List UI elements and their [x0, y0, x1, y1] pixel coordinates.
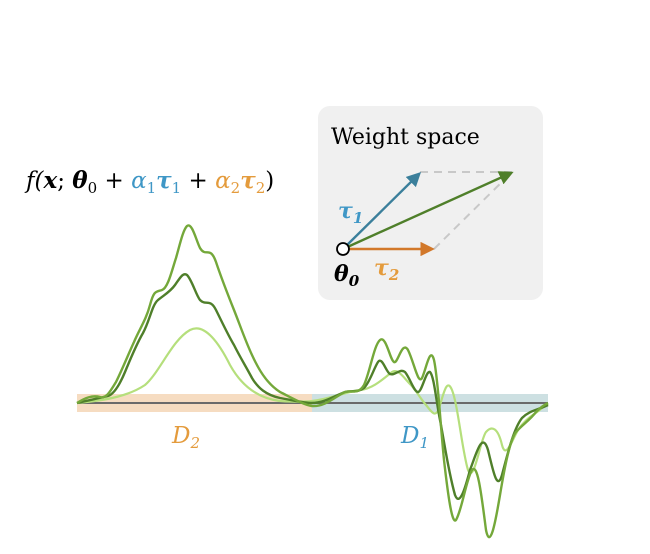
tau1-vector-arrow: [342, 171, 422, 250]
tau2-label-main: τ: [374, 255, 389, 281]
domain-d2-label: D2: [171, 423, 200, 452]
combined-vector-arrow: [342, 171, 514, 251]
domain-d1-label-main: D: [400, 423, 419, 449]
tau1-label-main: τ: [338, 198, 353, 224]
formula-plus1: +: [97, 168, 131, 194]
formula-theta: θ: [72, 167, 88, 194]
formula-tau2: τ: [240, 167, 256, 194]
formula-sep: ;: [57, 168, 72, 194]
tau1-label: τ1: [338, 198, 363, 227]
formula-alpha2-sub: 2: [231, 179, 241, 197]
curve-light-green: [76, 327, 549, 475]
curve-dark-green: [76, 273, 549, 500]
formula-tau1-sub: 1: [172, 179, 182, 197]
weight-space-panel: Weight space τ1 θ0 τ2: [318, 106, 543, 300]
formula-alpha1: α: [131, 168, 147, 194]
theta0-label-sub: 0: [349, 272, 360, 290]
formula-plus2: +: [181, 168, 215, 194]
model-formula: f(x; θ0 + α1τ1 + α2τ2): [24, 167, 274, 197]
tau2-label: τ2: [374, 255, 399, 284]
domain-d1-label: D1: [400, 423, 429, 452]
formula-tau1: τ: [156, 167, 172, 194]
origin-point: [336, 242, 350, 256]
theta0-label: θ0: [334, 261, 360, 290]
tau2-label-sub: 2: [388, 266, 399, 284]
dashed-right-edge: [433, 171, 513, 250]
formula-x: x: [43, 167, 58, 194]
formula-alpha1-sub: 1: [147, 179, 157, 197]
domain-d2-label-sub: 2: [189, 434, 200, 452]
formula-prefix: f(: [24, 168, 45, 194]
theta0-label-main: θ: [334, 261, 349, 287]
domain-d2-label-main: D: [171, 423, 190, 449]
formula-theta-sub: 0: [88, 179, 98, 197]
formula-tau2-sub: 2: [256, 179, 266, 197]
curve-mid-green: [76, 224, 549, 539]
formula-suffix: ): [265, 168, 274, 194]
domain-d1-label-sub: 1: [419, 434, 429, 452]
formula-alpha2: α: [215, 168, 231, 194]
weight-space-title: Weight space: [331, 125, 480, 150]
tau1-label-sub: 1: [353, 209, 363, 227]
